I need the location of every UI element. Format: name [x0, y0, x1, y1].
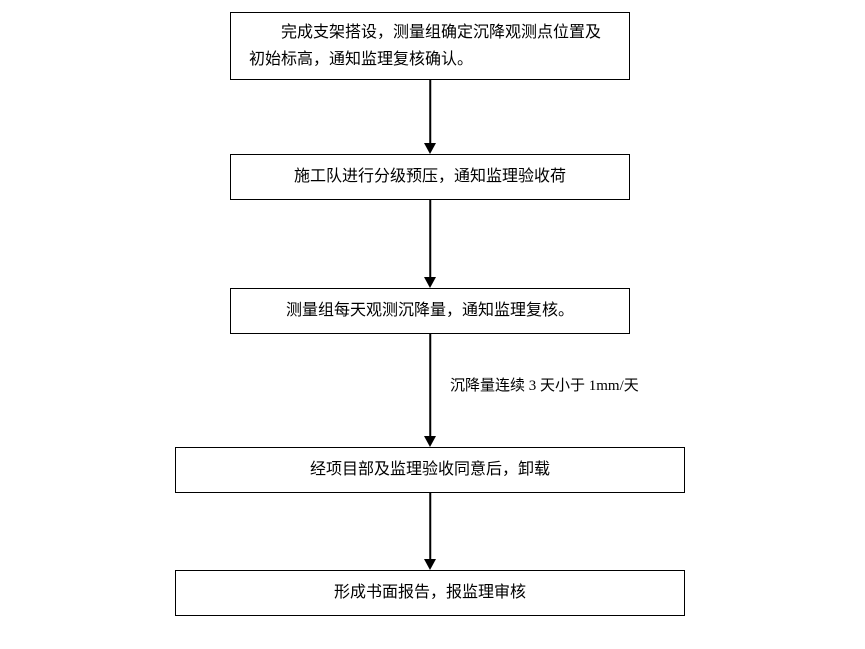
arrow-line [429, 200, 431, 277]
node-text: 经项目部及监理验收同意后，卸载 [310, 456, 550, 483]
arrow-line [429, 493, 431, 559]
node-text: 形成书面报告，报监理审核 [334, 579, 526, 606]
arrow-head-icon [424, 277, 436, 288]
arrow-line [429, 334, 431, 436]
arrow-line [429, 80, 431, 143]
node-text: 测量组每天观测沉降量，通知监理复核。 [286, 297, 574, 324]
flowchart-container: 完成支架搭设，测量组确定沉降观测点位置及初始标高，通知监理复核确认。 施工队进行… [175, 12, 685, 632]
flow-node-1: 完成支架搭设，测量组确定沉降观测点位置及初始标高，通知监理复核确认。 [230, 12, 630, 80]
flow-node-3: 测量组每天观测沉降量，通知监理复核。 [230, 288, 630, 334]
edge-label: 沉降量连续 3 天小于 1mm/天 [450, 374, 639, 395]
flow-node-5: 形成书面报告，报监理审核 [175, 570, 685, 616]
node-text: 完成支架搭设，测量组确定沉降观测点位置及初始标高，通知监理复核确认。 [249, 19, 611, 73]
arrow-head-icon [424, 143, 436, 154]
arrow-head-icon [424, 436, 436, 447]
flow-node-2: 施工队进行分级预压，通知监理验收荷 [230, 154, 630, 200]
node-text: 施工队进行分级预压，通知监理验收荷 [294, 163, 566, 190]
arrow-head-icon [424, 559, 436, 570]
flow-node-4: 经项目部及监理验收同意后，卸载 [175, 447, 685, 493]
flowchart-diagram: 完成支架搭设，测量组确定沉降观测点位置及初始标高，通知监理复核确认。 施工队进行… [0, 0, 865, 649]
